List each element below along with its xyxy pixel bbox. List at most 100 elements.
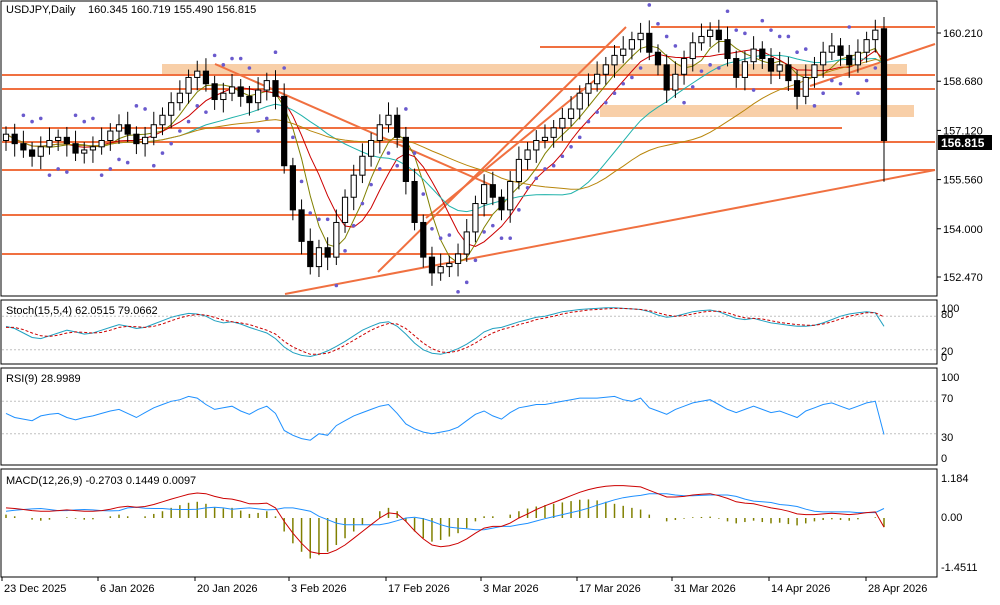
- candle: [602, 56, 609, 85]
- candle-body: [863, 39, 870, 53]
- candle: [811, 56, 818, 88]
- psar-dot: [91, 116, 95, 121]
- candle-body: [2, 133, 10, 141]
- psar-dot: [725, 9, 730, 14]
- candle: [611, 44, 618, 78]
- candle-body: [793, 80, 801, 97]
- candle-body: [454, 253, 462, 264]
- candle: [411, 168, 418, 231]
- candle: [428, 246, 436, 286]
- candle-body: [741, 61, 749, 78]
- candle-body: [324, 247, 331, 258]
- candle-body: [446, 262, 453, 268]
- candle: [837, 38, 844, 66]
- candle-body: [333, 221, 340, 258]
- candle: [98, 127, 105, 155]
- macd-series: [5, 485, 885, 559]
- psar-dot: [308, 211, 313, 215]
- psar-dot: [143, 107, 147, 111]
- candle: [107, 123, 114, 151]
- candle-body: [437, 266, 444, 274]
- candle: [541, 124, 549, 149]
- psar-dot: [65, 170, 69, 174]
- candle: [341, 189, 349, 233]
- candle-body: [811, 64, 818, 78]
- x-tick-label: 3 Feb 2026: [291, 583, 347, 595]
- x-tick-label: 28 Apr 2026: [868, 583, 927, 595]
- trend-up-1: [377, 26, 627, 273]
- candle-body: [185, 76, 192, 94]
- price-tick-label: 157.120: [943, 125, 983, 137]
- macd-label: MACD(12,26,9) -0.2703 0.1449 0.0097: [6, 475, 196, 487]
- candle-body: [872, 29, 879, 41]
- stoch-pane[interactable]: [0, 299, 938, 365]
- macd-pane[interactable]: [0, 468, 938, 578]
- candle: [481, 174, 488, 217]
- psar-dot: [708, 63, 712, 67]
- candle-body: [846, 54, 853, 66]
- sr-lines: [2, 26, 936, 295]
- candle: [707, 22, 714, 47]
- candle-body: [654, 51, 662, 66]
- psar-dot: [612, 91, 617, 96]
- candle: [828, 33, 835, 61]
- price-axis: 160.210 158.680 157.120 155.560 154.000 152.4…: [937, 28, 983, 284]
- candle: [759, 41, 766, 69]
- candle: [176, 80, 183, 111]
- psar-dot: [847, 25, 852, 29]
- stoch-label: Stoch(15,5,4) 62.0515 79.0662: [6, 305, 158, 317]
- candle-body: [672, 73, 679, 91]
- candle-body: [89, 146, 97, 151]
- price-tick-label: 152.470: [943, 272, 983, 284]
- candle: [55, 129, 62, 151]
- psar-dot: [386, 151, 391, 155]
- psar-dot: [343, 249, 347, 253]
- zone-upper: [162, 64, 907, 74]
- stoch-level-80: 80: [941, 309, 953, 321]
- candle: [228, 73, 236, 102]
- candle: [359, 143, 366, 184]
- candle: [220, 82, 227, 113]
- candle: [463, 218, 470, 262]
- candle-body: [507, 180, 514, 211]
- psar-dot: [586, 119, 591, 124]
- candle: [854, 39, 862, 73]
- psar-dot: [777, 34, 782, 39]
- rsi-pane[interactable]: [0, 367, 938, 466]
- candle: [115, 114, 123, 144]
- rsi-line: [2, 395, 936, 441]
- candle-body: [880, 28, 888, 141]
- candle: [28, 142, 36, 167]
- candle-body: [698, 35, 705, 44]
- chart-ohlc-label: 160.345 160.719 155.490 156.815: [88, 4, 256, 16]
- candle-body: [637, 32, 644, 41]
- candle-body: [394, 114, 401, 138]
- candle: [785, 56, 792, 92]
- candle: [594, 61, 601, 92]
- candle: [628, 31, 636, 60]
- candle-body: [489, 184, 496, 198]
- candle: [141, 126, 149, 157]
- candle-body: [820, 51, 827, 66]
- candle-body: [141, 136, 149, 145]
- candle: [776, 51, 783, 80]
- candle: [63, 126, 70, 157]
- psar-dot: [664, 34, 669, 39]
- psar-dot: [604, 100, 608, 105]
- macd-signal-line: [5, 493, 885, 531]
- candle: [872, 19, 879, 53]
- psar-dot: [430, 226, 434, 231]
- psar-dot: [543, 167, 547, 171]
- rsi-label: RSI(9) 28.9989: [6, 373, 81, 385]
- candle-body: [202, 70, 210, 85]
- psar-dot: [682, 100, 686, 105]
- parabolic-sar: [21, 3, 878, 294]
- candle-body: [837, 45, 844, 56]
- candle: [185, 69, 192, 104]
- candle-body: [254, 89, 262, 104]
- candle: [567, 96, 575, 127]
- candle-body: [463, 231, 470, 255]
- psar-dot: [864, 78, 869, 83]
